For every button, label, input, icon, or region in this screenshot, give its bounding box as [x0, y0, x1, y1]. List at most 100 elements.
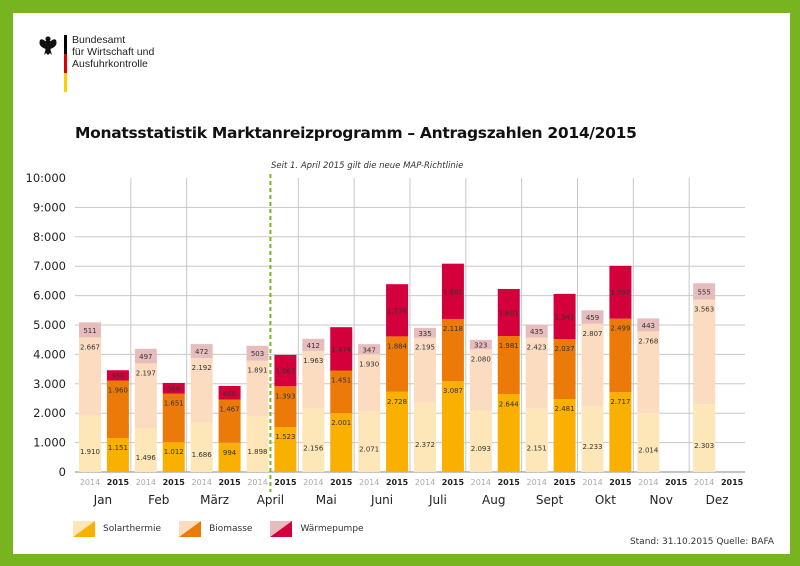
- data-label: 2.001: [331, 419, 351, 427]
- data-label: 2.093: [471, 445, 491, 453]
- y-tick-label: 1.000: [33, 436, 66, 450]
- bar-segment-solarthermie-2014: [581, 406, 604, 472]
- bar-segment-solarthermie-2015: [386, 391, 409, 472]
- bar-segment-solarthermie-2015: [609, 392, 632, 472]
- data-label: 1.881: [443, 288, 463, 296]
- data-label: 503: [251, 350, 264, 358]
- x-year-label: 2015: [274, 478, 297, 487]
- bar-segment-solarthermie-2014: [414, 402, 436, 472]
- bar-segment-biomasse-2014: [79, 337, 101, 416]
- bar-segment-waermepumpe-2015: [162, 382, 185, 394]
- data-label: 555: [697, 288, 710, 296]
- data-label: 3.087: [443, 387, 463, 395]
- legend-swatch: [270, 521, 293, 537]
- bar-segment-waermepumpe-2014: [134, 348, 157, 364]
- legend-label: Solarthermie: [103, 524, 162, 534]
- bar-segment-waermepumpe-2015: [386, 284, 409, 337]
- x-month-label: Nov: [650, 493, 673, 507]
- y-tick-label: 0: [59, 465, 66, 479]
- bar-segment-biomasse-2014: [190, 357, 213, 423]
- x-year-label: 2015: [330, 478, 353, 487]
- bar-segment-waermepumpe-2014: [581, 310, 604, 324]
- bar-segment-waermepumpe-2014: [525, 324, 548, 338]
- bar-segment-solarthermie-2015: [106, 438, 129, 472]
- bar-segment-biomasse-2015: [553, 339, 576, 400]
- bar-segment-biomasse-2015: [274, 386, 297, 428]
- bar-segment-solarthermie-2015: [330, 413, 353, 472]
- bar-segment-biomasse-2014: [581, 323, 604, 407]
- bar-segment-solarthermie-2015: [218, 442, 241, 472]
- bar-segment-solarthermie-2014: [469, 410, 492, 472]
- data-label: 2.192: [192, 364, 212, 372]
- data-label: 443: [642, 322, 655, 330]
- chart-annotation: Seit 1. April 2015 gilt die neue MAP-Ric…: [271, 161, 464, 171]
- bar-segment-biomasse-2015: [441, 318, 464, 382]
- x-year-label: 2015: [442, 478, 465, 487]
- y-tick-label: 8:000: [33, 230, 66, 244]
- data-label: 2.118: [443, 325, 463, 333]
- data-label: 1.960: [108, 387, 128, 395]
- y-tick-label: 7.000: [33, 259, 66, 273]
- data-label: 2.807: [582, 330, 602, 338]
- data-label: 497: [139, 353, 152, 361]
- x-month-label: Dez: [706, 493, 729, 507]
- data-label: 1.523: [275, 433, 295, 441]
- data-label: 1.910: [80, 448, 100, 456]
- x-month-label: Jan: [93, 493, 113, 507]
- bar-segment-solarthermie-2014: [302, 408, 325, 472]
- data-label: 1.651: [164, 400, 184, 408]
- bar-segment-waermepumpe-2015: [330, 327, 353, 371]
- bar-segment-biomasse-2015: [162, 393, 185, 443]
- bar-segment-solarthermie-2015: [274, 427, 297, 472]
- data-label: 1.930: [359, 360, 379, 368]
- bar-segment-waermepumpe-2014: [79, 322, 101, 338]
- data-label: 1.898: [247, 448, 267, 456]
- bar-segment-solarthermie-2015: [553, 399, 576, 472]
- data-label: 2.014: [638, 446, 659, 454]
- bar-segment-biomasse-2014: [469, 349, 492, 411]
- x-year-label: 2015: [609, 478, 632, 487]
- x-year-label: 2015: [163, 478, 186, 487]
- x-year-label: 2014: [526, 478, 546, 487]
- data-label: 2.768: [638, 337, 658, 345]
- x-year-label: 2014: [359, 478, 379, 487]
- x-month-label: Mai: [316, 493, 337, 507]
- org-line: Bundesamt: [72, 34, 126, 46]
- bar-segment-waermepumpe-2014: [246, 345, 269, 361]
- eagle-icon: [39, 36, 57, 55]
- x-year-label: 2014: [638, 478, 658, 487]
- legend-label: Wärmepumpe: [300, 524, 364, 534]
- x-month-label: Aug: [482, 493, 505, 507]
- bar-segment-waermepumpe-2015: [497, 288, 520, 337]
- bar-segment-solarthermie-2014: [525, 408, 548, 472]
- x-year-label: 2015: [665, 478, 688, 487]
- data-label: 1.067: [275, 368, 295, 376]
- data-label: 1.601: [499, 309, 519, 317]
- data-label: 2.080: [471, 355, 491, 363]
- x-year-label: 2015: [553, 478, 576, 487]
- bar-segment-solarthermie-2014: [693, 404, 716, 472]
- y-tick-label: 6.000: [33, 289, 66, 303]
- bar-segment-biomasse-2014: [134, 363, 157, 429]
- bar-segment-biomasse-2014: [302, 350, 325, 409]
- data-label: 2.644: [499, 400, 520, 408]
- org-name: Bundesamt für Wirtschaft und Ausfuhrkont…: [72, 34, 154, 70]
- x-year-label: 2014: [247, 478, 267, 487]
- bar-segment-biomasse-2014: [637, 331, 660, 413]
- data-label: 1.797: [610, 289, 630, 297]
- legend: Solarthermie Biomasse Wärmepumpe: [73, 521, 364, 537]
- bar-segment-biomasse-2015: [106, 380, 129, 439]
- y-tick-label: 10:000: [26, 171, 66, 185]
- data-label: 2.728: [387, 398, 407, 406]
- x-month-label: Okt: [595, 493, 616, 507]
- y-tick-label: 9:000: [33, 200, 66, 214]
- data-label: 466: [223, 390, 237, 398]
- bar-segment-waermepumpe-2015: [441, 263, 464, 319]
- org-line: für Wirtschaft und: [72, 46, 155, 58]
- data-label: 994: [223, 449, 237, 457]
- bar-segment-solarthermie-2014: [79, 415, 101, 472]
- data-label: 1.884: [387, 342, 408, 350]
- y-tick-label: 3.000: [33, 377, 66, 391]
- bar-segment-solarthermie-2015: [441, 381, 464, 472]
- org-line: Ausfuhrkontrolle: [72, 58, 148, 70]
